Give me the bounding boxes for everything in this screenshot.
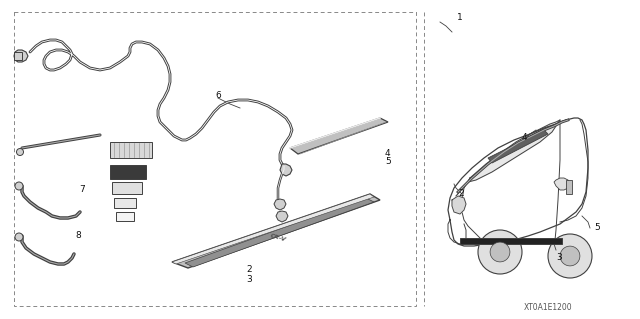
Circle shape [560,246,580,266]
Bar [112,182,142,194]
Circle shape [478,230,522,274]
Polygon shape [14,50,28,62]
Polygon shape [290,118,388,154]
Circle shape [17,149,24,155]
Bar [566,180,572,194]
Text: 5: 5 [594,223,600,232]
Polygon shape [276,211,288,222]
Bar [116,212,134,221]
Polygon shape [460,238,562,244]
Polygon shape [274,199,286,210]
Polygon shape [185,198,374,267]
Text: XT0A1E1200: XT0A1E1200 [524,303,572,313]
Polygon shape [172,194,374,264]
Text: 1: 1 [457,13,463,23]
Bar [110,165,146,179]
Text: 7: 7 [79,186,85,195]
Circle shape [490,242,510,262]
Text: 6: 6 [215,92,221,100]
Polygon shape [280,164,292,176]
Text: 3: 3 [246,275,252,284]
Bar [14,52,22,60]
Text: 2: 2 [246,265,252,275]
Circle shape [15,182,23,190]
Text: 2: 2 [458,189,463,198]
Circle shape [15,233,23,241]
Bar [14,12,416,306]
Text: CR-V: CR-V [269,233,287,243]
Bar [110,142,152,158]
Polygon shape [172,194,380,268]
Bar [114,198,136,208]
Polygon shape [554,178,570,190]
Circle shape [548,234,592,278]
Text: 8: 8 [75,232,81,241]
Polygon shape [452,196,466,214]
Polygon shape [468,120,560,182]
Text: 5: 5 [385,158,391,167]
Text: 4: 4 [522,133,527,142]
Text: 4: 4 [385,150,390,159]
Polygon shape [488,130,548,163]
Text: 3: 3 [556,253,562,262]
